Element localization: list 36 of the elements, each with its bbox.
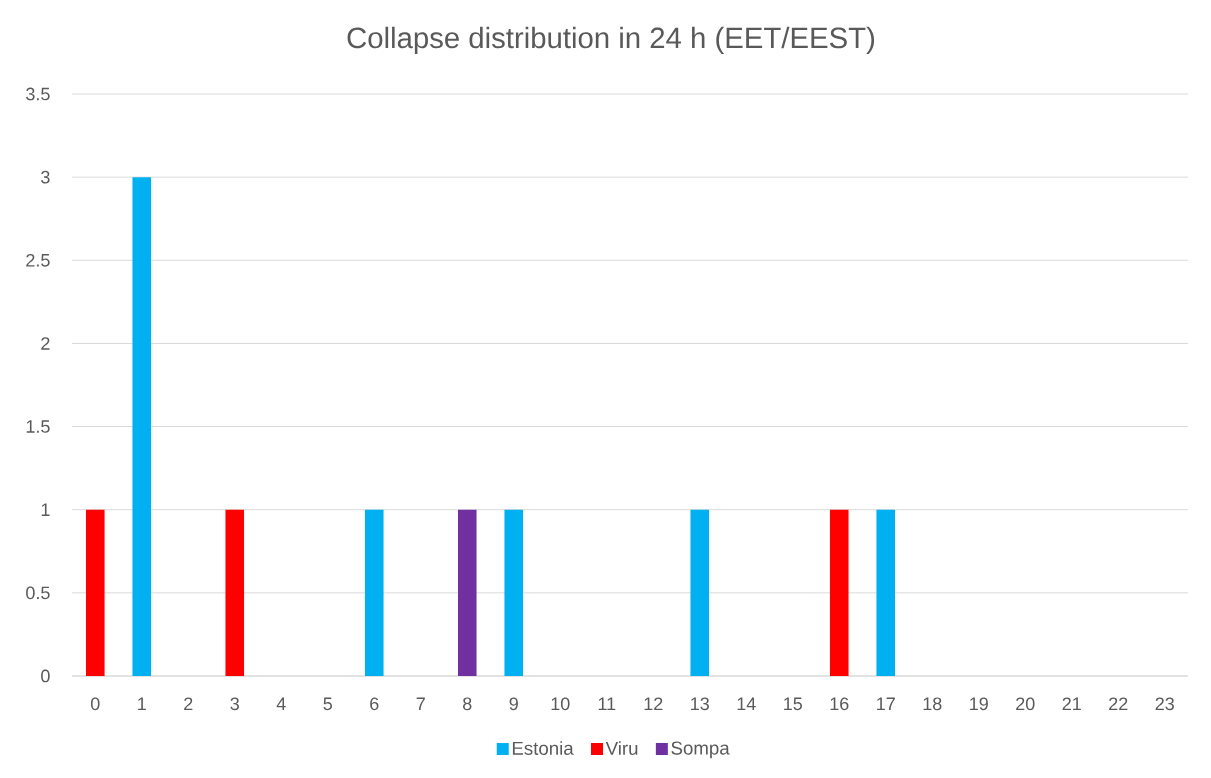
x-tick-label: 16 [830,697,849,711]
x-tick-label: 7 [416,697,425,710]
y-tick-label: 0 [41,669,50,683]
legend-label: Estonia [512,741,574,755]
x-tick-label: 3 [230,697,239,711]
x-tick-label: 10 [551,697,570,711]
x-tick-label: 13 [691,697,709,711]
x-tick-label: 11 [598,697,616,710]
x-tick-label: 4 [276,697,286,710]
y-tick-label: 3.5 [26,87,50,101]
legend-label: Viru [605,741,638,755]
x-tick-label: 9 [509,697,518,711]
x-tick-label: 0 [90,697,100,711]
x-tick-label: 15 [784,697,803,711]
x-tick-label: 23 [1155,697,1174,711]
y-tick-label: 0.5 [26,586,50,600]
x-tick-label: 5 [323,697,333,711]
chart-title: Collapse distribution in 24 h (EET/EEST) [347,26,875,55]
x-tick-label: 12 [644,697,663,710]
x-tick-label: 18 [923,697,942,711]
x-tick-label: 20 [1016,697,1035,711]
x-tick-label: 2 [184,697,193,710]
y-tick-label: 2 [41,337,50,350]
x-tick-label: 14 [737,697,756,710]
x-tick-label: 21 [1062,697,1081,710]
x-tick-label: 17 [877,697,895,710]
y-tick-label: 3 [41,170,50,184]
y-tick-label: 2.5 [26,253,50,267]
x-tick-label: 1 [138,697,146,710]
x-tick-label: 6 [370,697,379,711]
x-tick-label: 8 [463,697,472,711]
x-tick-label: 19 [970,697,988,711]
legend-label: Sompa [671,741,730,759]
y-tick-label: 1 [41,503,50,516]
x-tick-label: 22 [1109,697,1128,710]
y-tick-label: 1.5 [26,420,50,433]
